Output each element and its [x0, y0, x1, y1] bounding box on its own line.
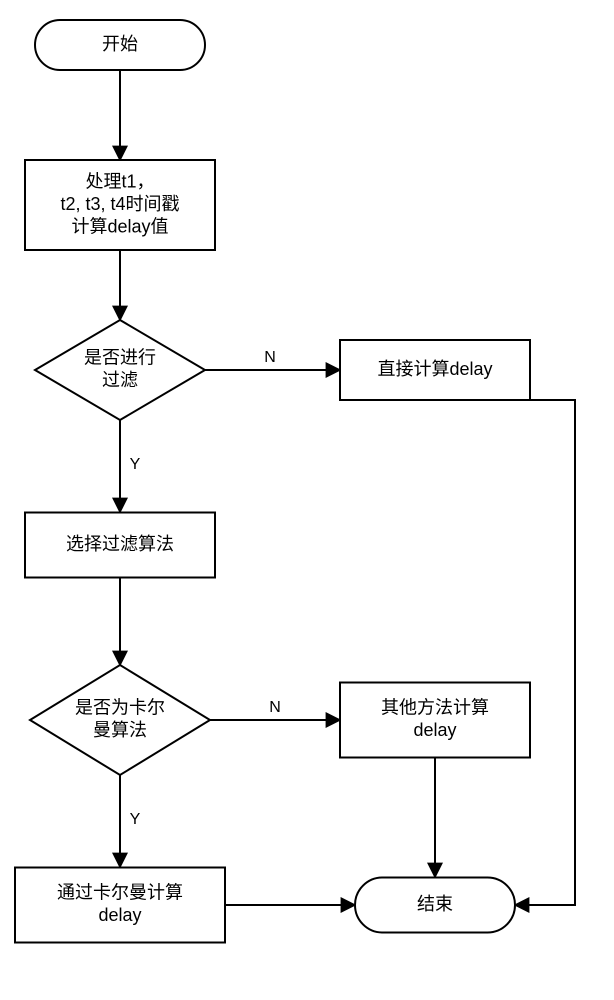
node-proc2: 直接计算delay [340, 340, 530, 400]
node-dec2: 是否为卡尔曼算法 [30, 665, 210, 775]
edge-label: Y [130, 456, 141, 473]
node-start: 开始 [35, 20, 205, 70]
node-label: 过滤 [102, 370, 138, 390]
node-label: 通过卡尔曼计算 [57, 883, 183, 903]
edge-label: N [264, 349, 276, 366]
node-dec1: 是否进行过滤 [35, 320, 205, 420]
edge [435, 400, 575, 905]
node-label: 直接计算delay [377, 359, 492, 379]
nodes-layer: 开始处理t1，t2, t3, t4时间戳计算delay值是否进行过滤直接计算de… [15, 20, 530, 943]
node-proc1: 处理t1， t2, t3, t4时间戳计算delay值 [25, 160, 215, 250]
node-label: 处理t1， [85, 171, 154, 191]
node-end: 结束 [355, 878, 515, 933]
node-label: 开始 [102, 34, 138, 54]
node-proc5: 通过卡尔曼计算delay [15, 868, 225, 943]
node-proc3: 选择过滤算法 [25, 513, 215, 578]
node-label: 是否为卡尔 [75, 698, 165, 718]
edge-label: N [269, 699, 281, 716]
flowchart-canvas: NYNY开始处理t1，t2, t3, t4时间戳计算delay值是否进行过滤直接… [0, 0, 614, 1000]
node-proc4: 其他方法计算delay [340, 683, 530, 758]
node-label: 其他方法计算 [381, 698, 489, 718]
node-label: 曼算法 [93, 720, 147, 740]
node-label: delay [413, 720, 456, 740]
node-label: t2, t3, t4时间戳 [60, 194, 179, 214]
node-label: 计算delay值 [71, 216, 168, 236]
node-label: 结束 [417, 894, 453, 914]
node-label: delay [98, 905, 141, 925]
node-label: 选择过滤算法 [66, 534, 174, 554]
edge-label: Y [130, 811, 141, 828]
node-label: 是否进行 [84, 348, 156, 368]
